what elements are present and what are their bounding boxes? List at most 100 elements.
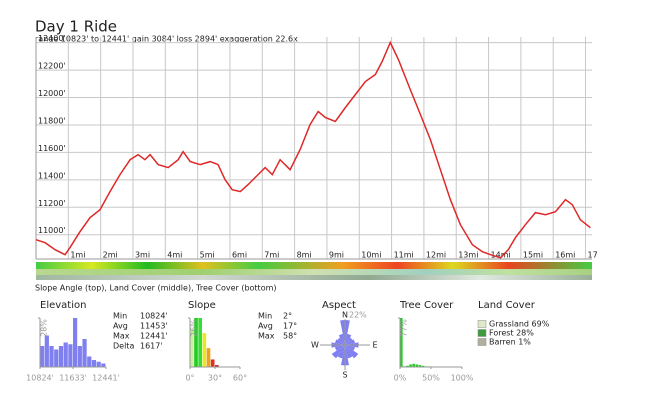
hist-bar xyxy=(190,329,194,367)
x-tick-label: 3mi xyxy=(135,251,150,260)
aspect-wedge xyxy=(337,345,345,359)
y-tick-label: 12000' xyxy=(38,89,66,98)
stat-value: 10824' xyxy=(140,312,168,321)
hist-bar xyxy=(101,363,106,367)
x-tick-label: 17 xyxy=(588,251,598,260)
x-tick-label: 9mi xyxy=(329,251,344,260)
hist-bar xyxy=(49,346,54,367)
hist-bar xyxy=(58,346,64,367)
x-tick-label: 11mi xyxy=(394,251,414,260)
y-tick-label: 28% xyxy=(40,319,49,337)
hist-bar xyxy=(77,346,82,367)
hist-bar xyxy=(63,342,68,367)
aspect-wedge xyxy=(338,333,345,345)
aspect-wedge xyxy=(345,339,356,345)
x-tick-label: 0° xyxy=(185,374,194,383)
title: Day 1 Ride xyxy=(35,18,117,36)
y-tick-label: 26% xyxy=(190,319,199,337)
hist-bar xyxy=(91,360,97,367)
legend-swatch xyxy=(477,338,487,346)
hist-bar xyxy=(210,359,215,367)
legend-swatch xyxy=(477,320,487,328)
hist-bar xyxy=(73,318,78,367)
x-tick-label: 50% xyxy=(422,374,440,383)
x-tick-label: 60° xyxy=(233,374,247,383)
x-tick-label: 10824' xyxy=(26,374,54,383)
y-tick-label: 11000' xyxy=(38,226,66,235)
x-tick-label: 100% xyxy=(451,374,474,383)
hist-bar xyxy=(418,365,422,367)
direction-label: S xyxy=(342,371,347,380)
direction-label: N xyxy=(342,311,348,320)
hist-bar xyxy=(400,318,403,367)
stat-value: 11453' xyxy=(140,322,168,331)
stat-label: Max xyxy=(113,332,130,341)
treecover-strip xyxy=(36,275,592,280)
aspect-wedge xyxy=(345,337,353,345)
aspect-wedge xyxy=(334,345,345,351)
x-tick-label: 12441' xyxy=(92,374,120,383)
stat-value: 1617' xyxy=(140,342,163,351)
hist-bar xyxy=(412,363,415,367)
y-tick-label: 11200' xyxy=(38,199,66,208)
panel-title: Land Cover xyxy=(478,300,536,311)
x-tick-label: 4mi xyxy=(167,251,182,260)
aspect-wedge xyxy=(334,339,345,345)
slope-strip xyxy=(36,262,592,269)
direction-label: W xyxy=(311,341,319,350)
hist-bar xyxy=(44,335,49,367)
y-tick-label: 11800' xyxy=(38,116,66,125)
legend-label: Forest 28% xyxy=(489,329,534,338)
hist-bar xyxy=(409,364,412,367)
x-tick-label: 16mi xyxy=(555,251,575,260)
aspect-wedge xyxy=(337,337,345,345)
r-tick xyxy=(344,319,346,321)
y-tick-label: 11400' xyxy=(38,171,66,180)
panel-title: Slope xyxy=(188,300,216,311)
panel-title: Aspect xyxy=(322,300,356,311)
stat-label: Delta xyxy=(113,342,134,351)
landcover-strip xyxy=(36,269,592,275)
stat-label: Max xyxy=(258,332,275,341)
stat-value: 2° xyxy=(283,312,292,321)
stat-value: 17° xyxy=(283,322,297,331)
elevation-line xyxy=(35,40,591,259)
hist-bar xyxy=(68,344,73,367)
x-tick-label: 13mi xyxy=(458,251,478,260)
stat-label: Min xyxy=(113,312,127,321)
aspect-wedge xyxy=(345,345,353,359)
r-tick-label: 22% xyxy=(349,311,367,320)
legend-swatch xyxy=(477,329,487,337)
stat-label: Avg xyxy=(113,322,128,331)
hist-bar xyxy=(96,361,101,367)
x-tick-label: 12mi xyxy=(426,251,446,260)
y-tick-label: 11600' xyxy=(38,144,66,153)
legend-label: Barren 1% xyxy=(489,338,531,347)
hist-bar xyxy=(198,318,202,367)
hist-bar xyxy=(421,365,425,367)
x-tick-label: 30° xyxy=(208,374,222,383)
stat-label: Avg xyxy=(258,322,273,331)
x-tick-label: 8mi xyxy=(297,251,312,260)
x-tick-label: 2mi xyxy=(103,251,118,260)
x-tick-label: 15mi xyxy=(523,251,543,260)
x-tick-label: 6mi xyxy=(232,251,247,260)
hist-bar xyxy=(415,364,419,367)
x-tick-label: 7mi xyxy=(264,251,279,260)
hist-bar xyxy=(194,318,198,367)
y-tick-label: 77% xyxy=(400,319,409,337)
stat-value: 58° xyxy=(283,332,297,341)
x-tick-label: 1mi xyxy=(70,251,85,260)
x-tick-label: 14mi xyxy=(491,251,511,260)
hist-bar xyxy=(82,339,87,367)
direction-label: E xyxy=(372,341,377,350)
stat-value: 12441' xyxy=(140,332,168,341)
panel-title: Elevation xyxy=(40,300,86,311)
hist-bar xyxy=(202,333,207,367)
hist-bar xyxy=(215,365,219,367)
aspect-wedge xyxy=(345,333,352,345)
aspect-wedge xyxy=(331,345,345,359)
hist-bar xyxy=(54,349,59,367)
hist-bar xyxy=(406,365,409,367)
